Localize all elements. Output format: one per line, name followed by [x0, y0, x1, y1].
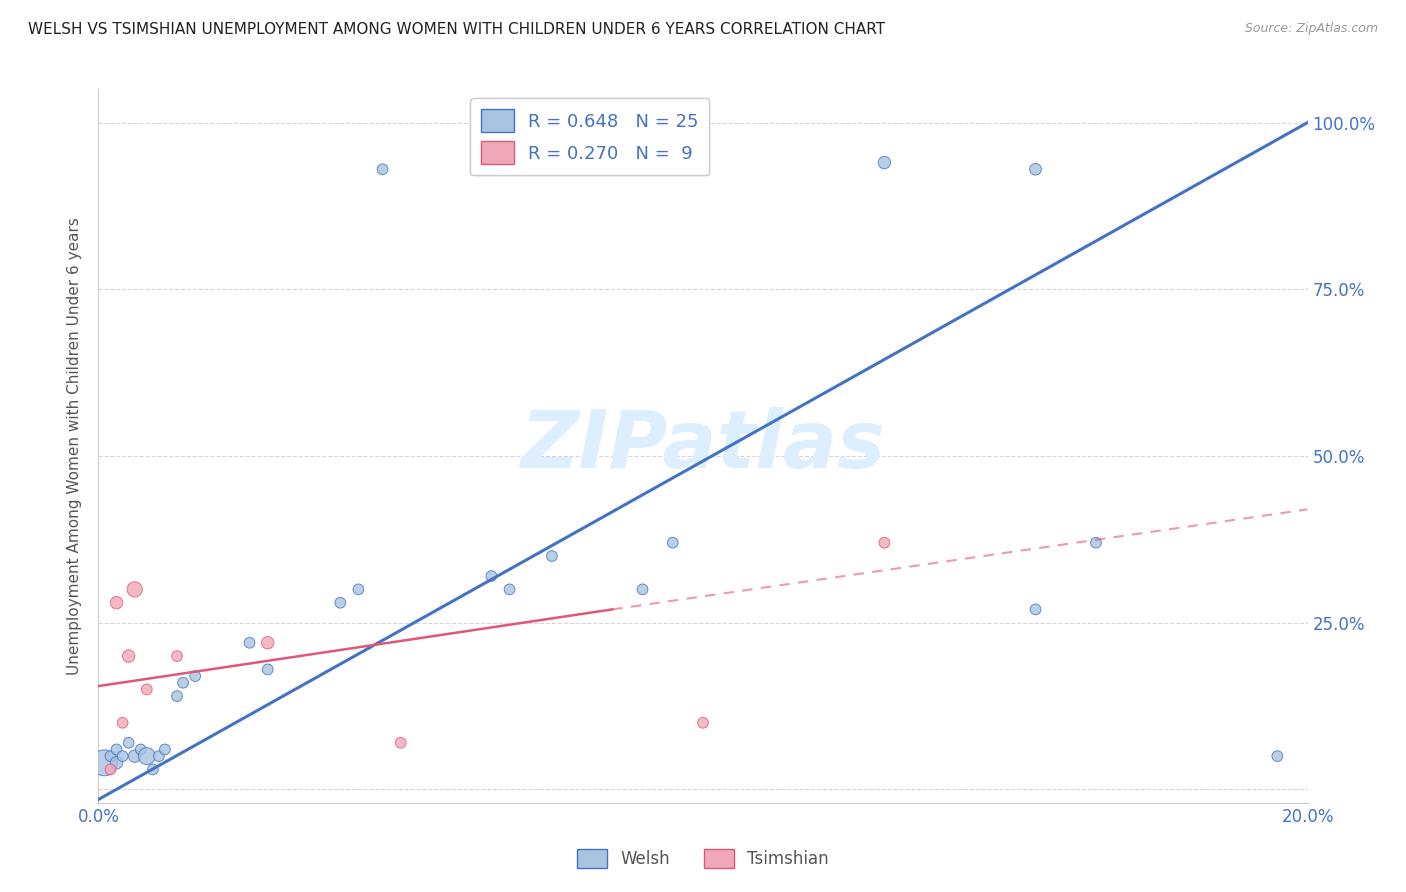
Point: [1024, 602, 1046, 616]
Point: [256, 636, 278, 650]
Point: [118, 649, 141, 664]
Point: [124, 582, 146, 597]
Point: [172, 675, 194, 690]
Point: [93, 756, 115, 770]
Point: [329, 596, 352, 610]
Point: [166, 689, 188, 703]
Point: [105, 756, 128, 770]
Point: [540, 549, 562, 563]
Point: [873, 155, 896, 169]
Point: [1267, 749, 1289, 764]
Point: [662, 535, 685, 549]
Point: [135, 749, 157, 764]
Point: [111, 749, 134, 764]
Point: [153, 742, 176, 756]
Text: Source: ZipAtlas.com: Source: ZipAtlas.com: [1244, 22, 1378, 36]
Point: [692, 715, 714, 730]
Point: [1024, 162, 1046, 177]
Point: [347, 582, 370, 597]
Point: [105, 596, 128, 610]
Y-axis label: Unemployment Among Women with Children Under 6 years: Unemployment Among Women with Children U…: [67, 217, 83, 675]
Point: [142, 763, 165, 777]
Point: [118, 736, 141, 750]
Point: [481, 569, 503, 583]
Point: [105, 742, 128, 756]
Legend: R = 0.648   N = 25, R = 0.270   N =  9: R = 0.648 N = 25, R = 0.270 N = 9: [470, 98, 709, 176]
Point: [129, 742, 152, 756]
Point: [166, 649, 188, 664]
Point: [148, 749, 170, 764]
Point: [371, 162, 394, 177]
Point: [111, 715, 134, 730]
Point: [135, 682, 157, 697]
Point: [239, 636, 262, 650]
Point: [389, 736, 412, 750]
Legend: Welsh, Tsimshian: Welsh, Tsimshian: [571, 842, 835, 875]
Point: [100, 749, 122, 764]
Point: [631, 582, 654, 597]
Point: [184, 669, 207, 683]
Point: [1085, 535, 1108, 549]
Point: [100, 763, 122, 777]
Text: ZIPatlas: ZIPatlas: [520, 407, 886, 485]
Point: [124, 749, 146, 764]
Point: [498, 582, 520, 597]
Point: [873, 535, 896, 549]
Text: WELSH VS TSIMSHIAN UNEMPLOYMENT AMONG WOMEN WITH CHILDREN UNDER 6 YEARS CORRELAT: WELSH VS TSIMSHIAN UNEMPLOYMENT AMONG WO…: [28, 22, 886, 37]
Point: [256, 662, 278, 676]
